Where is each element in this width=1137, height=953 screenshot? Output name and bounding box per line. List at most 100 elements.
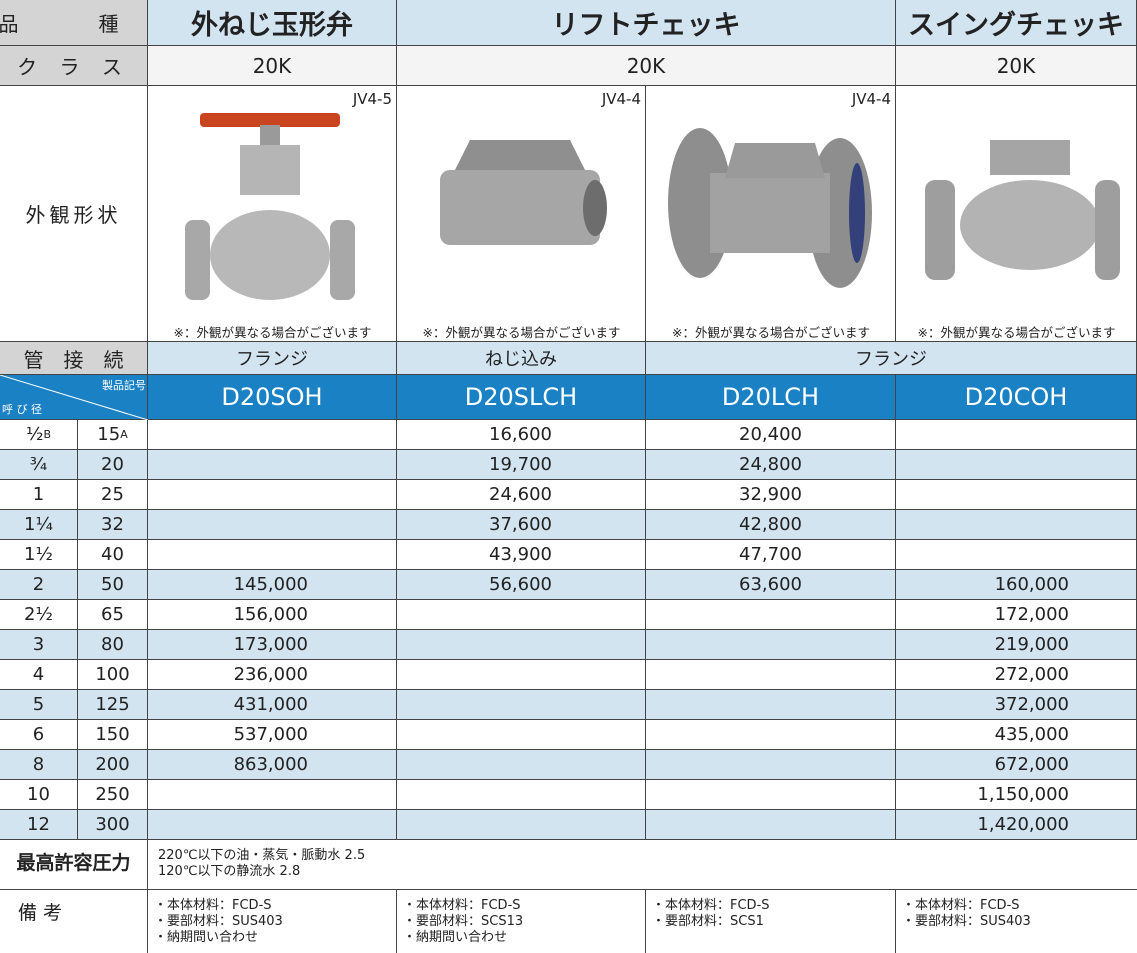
price [646,600,896,630]
remark: ・要部材料：SUS403 [154,914,283,929]
price: 272,000 [896,660,1137,690]
size-inch: 12 [0,810,78,840]
class-label: ク ラ ス [0,46,148,86]
price [148,810,397,840]
size-inch: 2½ [0,600,78,630]
size-inch: 1½ [0,540,78,570]
price: 863,000 [148,750,397,780]
remark: ・要部材料：SUS403 [902,914,1031,929]
price: 1,420,000 [896,810,1137,840]
price: 435,000 [896,720,1137,750]
price: 160,000 [896,570,1137,600]
price [896,420,1137,450]
price [646,810,896,840]
price [397,720,646,750]
price [397,750,646,780]
price [148,420,397,450]
price: 219,000 [896,630,1137,660]
price: 42,800 [646,510,896,540]
pressure-line: 120℃以下の静流水 2.8 [158,864,301,879]
price [397,600,646,630]
remarks-column: ・本体材料：FCD-S ・要部材料：SUS403 [896,890,1137,953]
connection-value: ねじ込み [397,342,646,375]
price: 56,600 [397,570,646,600]
price [397,780,646,810]
size-mm: 300 [78,810,148,840]
type-label: 品 種 [0,0,148,46]
size-mm: 15 A [78,420,148,450]
price [148,480,397,510]
price [646,660,896,690]
price [397,630,646,660]
size-mm: 125 [78,690,148,720]
remarks-column: ・本体材料：FCD-S ・要部材料：SUS403 ・納期問い合わせ [148,890,397,953]
price [896,510,1137,540]
model-number: D20SLCH [397,375,646,420]
image-cell [397,86,646,342]
pressure-line: 220℃以下の油・蒸気・脈動水 2.5 [158,848,366,863]
price: 145,000 [148,570,397,600]
size-mm: 80 [78,630,148,660]
size-inch: 3 [0,630,78,660]
price [646,690,896,720]
price [397,810,646,840]
price: 37,600 [397,510,646,540]
appearance-note: ※：外観が異なる場合がございます [672,324,870,340]
class-value: 20K [397,46,896,86]
remark: ・本体材料：FCD-S [403,898,521,913]
valve-type: 外ねじ玉形弁 [148,0,397,46]
price [646,780,896,810]
unit: A [120,428,128,441]
price [896,480,1137,510]
price [646,720,896,750]
size-mm: 65 [78,600,148,630]
price: 19,700 [397,450,646,480]
price: 537,000 [148,720,397,750]
image-cell [896,86,1137,342]
size-label: 呼 び 径 [2,403,42,416]
remark: ・要部材料：SCS13 [403,914,524,929]
price: 24,800 [646,450,896,480]
remark: ・納期問い合わせ [154,930,259,945]
model-code: JV4-4 [851,90,891,108]
price [148,540,397,570]
price [148,510,397,540]
price: 672,000 [896,750,1137,780]
pressure-label: 最高許容圧力 [0,840,148,890]
price [896,540,1137,570]
size-model-corner [0,375,148,420]
remark: ・本体材料：FCD-S [652,898,770,913]
appearance-note: ※：外観が異なる場合がございます [422,324,621,340]
size-inch: 1¼ [0,510,78,540]
price: 32,900 [646,480,896,510]
price: 16,600 [397,420,646,450]
remarks-column: ・本体材料：FCD-S ・要部材料：SCS1 [646,890,896,953]
price: 43,900 [397,540,646,570]
appearance-note: ※：外観が異なる場合がございます [917,324,1116,340]
swing-check-photo [925,140,1120,280]
price: 24,600 [397,480,646,510]
size-inch: 8 [0,750,78,780]
appearance-label: 外観形状 [0,86,148,342]
model-number: D20COH [896,375,1137,420]
product-code-label: 製品記号 [102,379,146,392]
size-mm: 50 [78,570,148,600]
size-inch: 5 [0,690,78,720]
image-cell [148,86,397,342]
connection-value: フランジ [148,342,397,375]
image-cell [646,86,896,342]
size-mm: 25 [78,480,148,510]
size-mm: 150 [78,720,148,750]
price: 47,700 [646,540,896,570]
price: 172,000 [896,600,1137,630]
size-inch: 6 [0,720,78,750]
unit: B [43,428,51,441]
remark: ・要部材料：SCS1 [652,914,764,929]
remark: ・納期問い合わせ [403,930,508,945]
price: 236,000 [148,660,397,690]
price: 372,000 [896,690,1137,720]
class-value: 20K [896,46,1137,86]
globe-valve-photo [185,113,355,300]
price [397,690,646,720]
price: 156,000 [148,600,397,630]
